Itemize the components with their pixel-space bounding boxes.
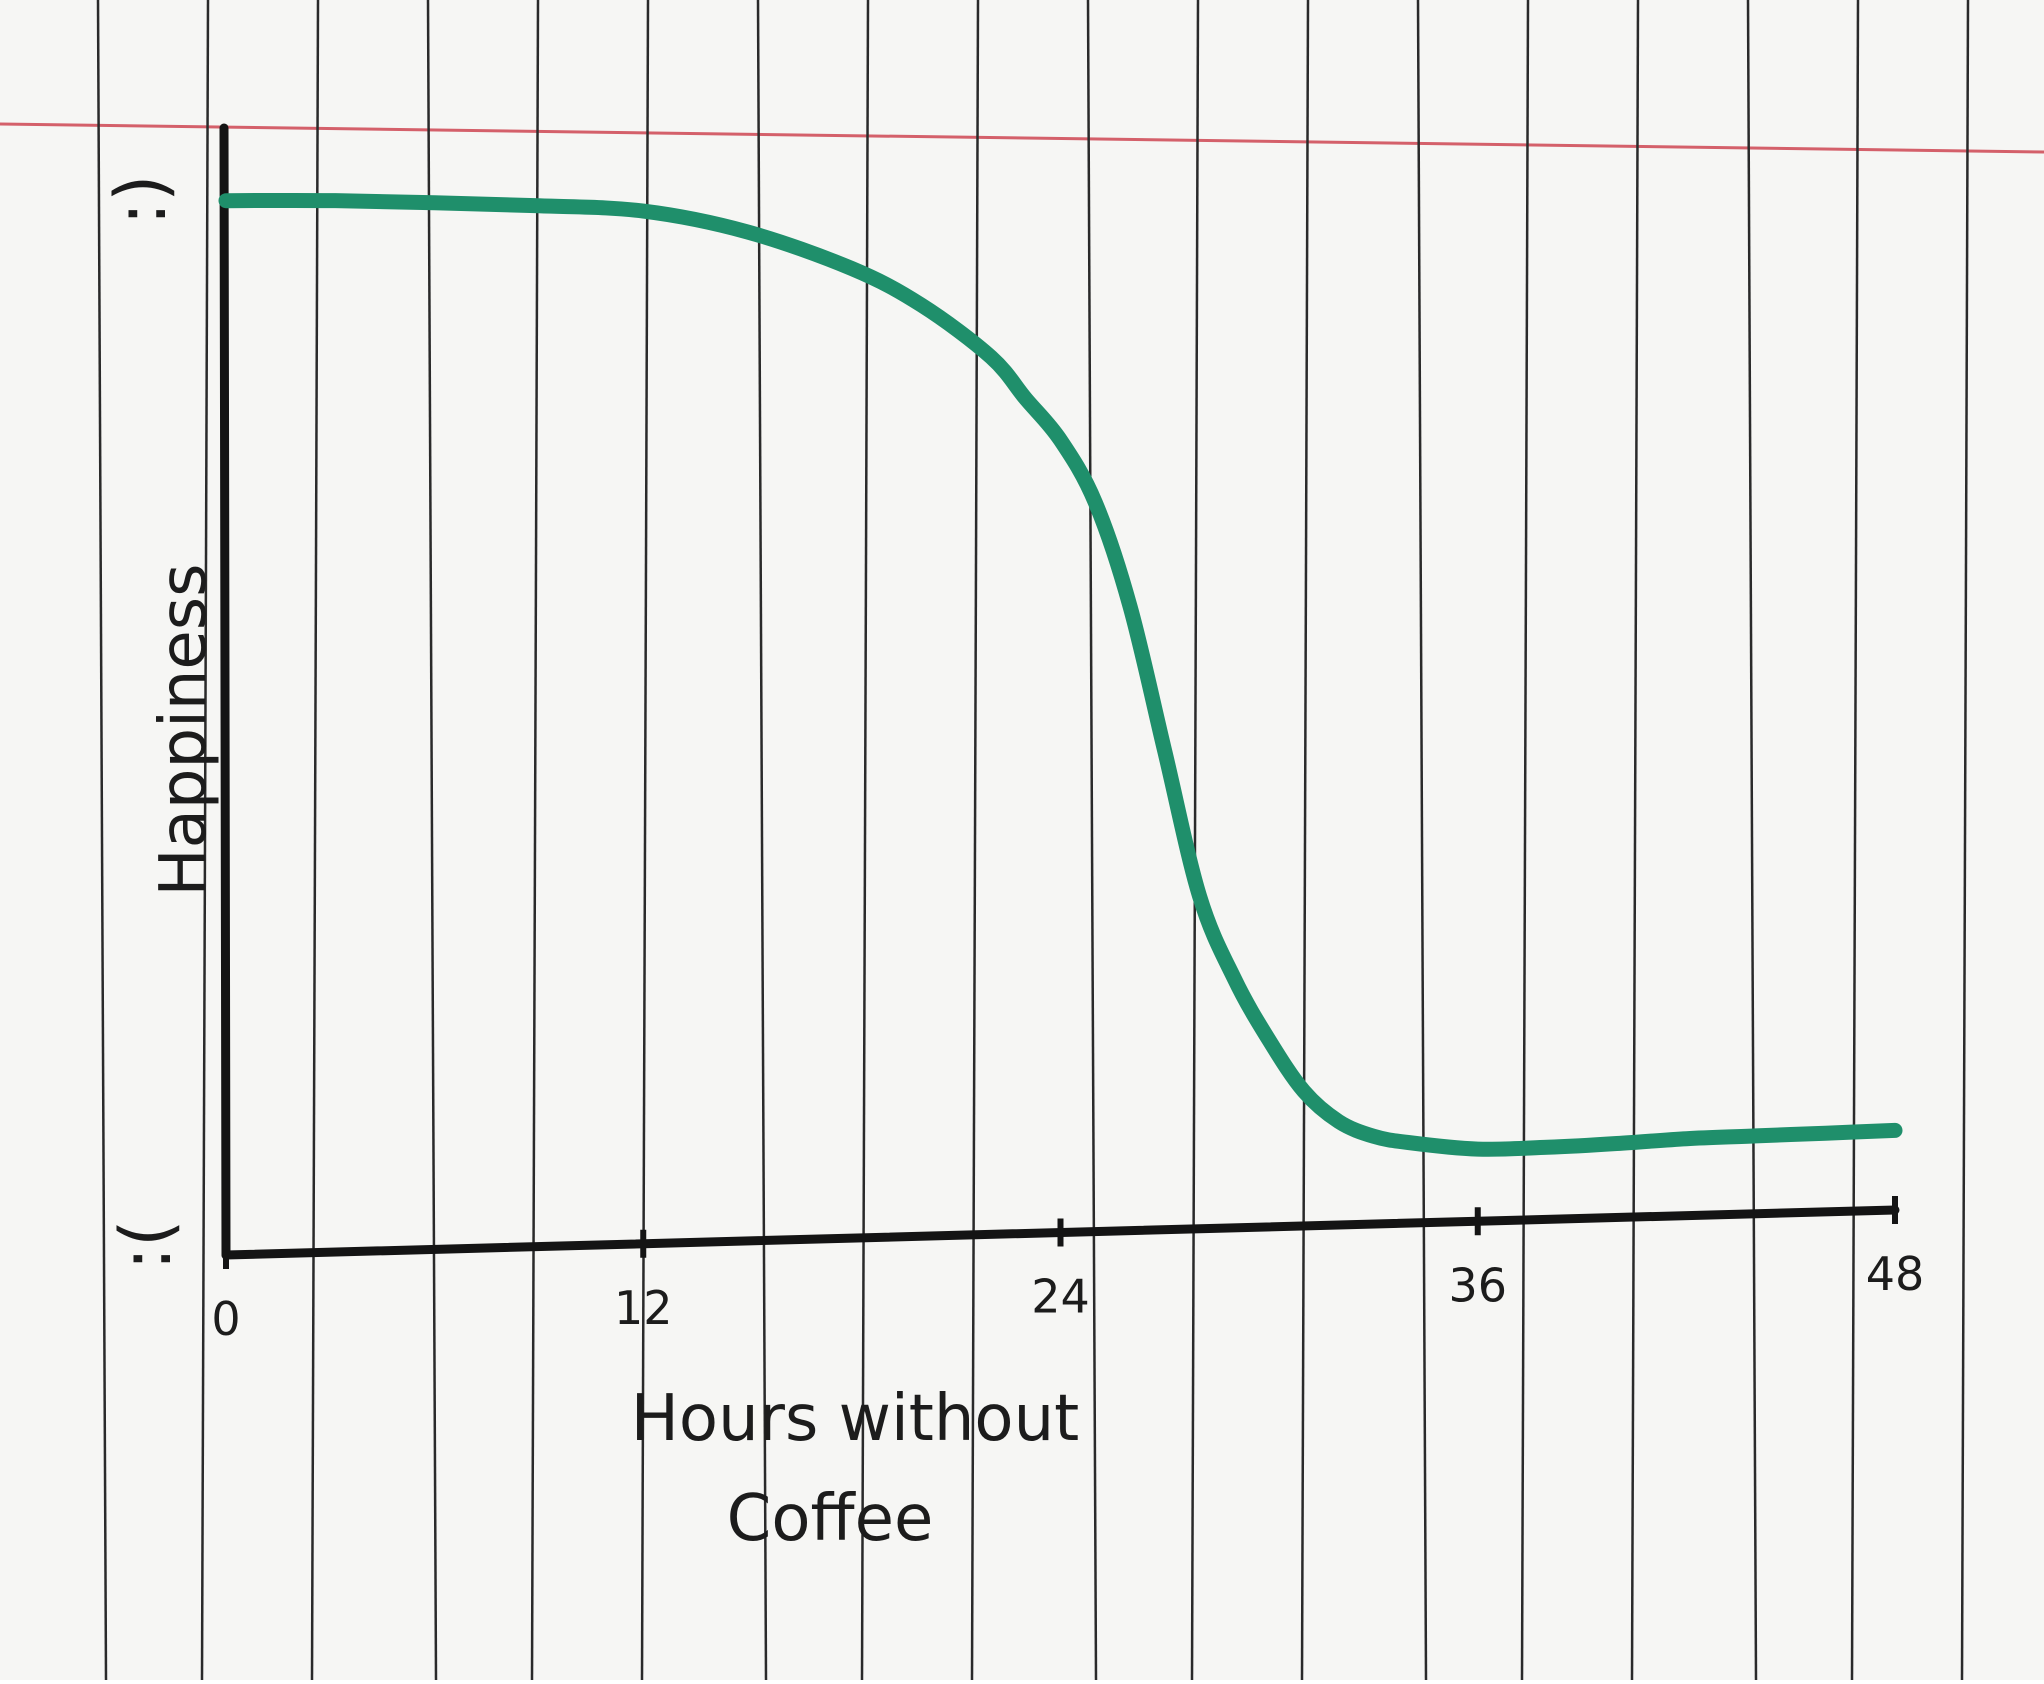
x-tick-label: 48 [1866, 1247, 1925, 1301]
notebook-rule [1416, 0, 1428, 1681]
margin-line [0, 122, 2044, 154]
x-tick-label: 12 [614, 1281, 673, 1335]
notebook-rule [1300, 0, 1310, 1681]
notebook-rule [756, 0, 768, 1681]
y-top-face: :) [100, 175, 182, 226]
notebook-rule [1190, 0, 1200, 1681]
x-ticks [223, 1196, 1898, 1269]
notebook-rules [96, 0, 1970, 1681]
x-axis-title-line-1: Hours without [631, 1382, 1079, 1456]
x-tick-labels: 0 12 24 36 48 [211, 1247, 1924, 1346]
y-bottom-face: :( [105, 1220, 187, 1271]
notebook-rule [200, 0, 210, 1681]
notebook-rule [970, 0, 980, 1681]
notebook-rule [310, 0, 320, 1681]
notebook-rule [1960, 0, 1970, 1681]
notebook-rule [1850, 0, 1860, 1681]
notebook-rule [1630, 0, 1640, 1681]
notebook-rule [1086, 0, 1098, 1681]
notebook-rule [1520, 0, 1530, 1681]
notebook-rule [530, 0, 540, 1681]
x-tick-label: 0 [211, 1292, 240, 1346]
notebook-rule [426, 0, 438, 1681]
plot-area: 0 12 24 36 48 [211, 123, 1924, 1346]
notebook-rule [96, 0, 108, 1681]
y-axis-title: Happiness [147, 564, 221, 897]
x-axis-title-line-2: Coffee [727, 1482, 934, 1556]
x-tick-label: 36 [1448, 1258, 1507, 1312]
y-axis [219, 123, 231, 1260]
series-line [218, 192, 1903, 1157]
notebook-rule [1746, 0, 1758, 1681]
notebook-rule [640, 0, 650, 1681]
x-tick-label: 24 [1031, 1270, 1090, 1324]
